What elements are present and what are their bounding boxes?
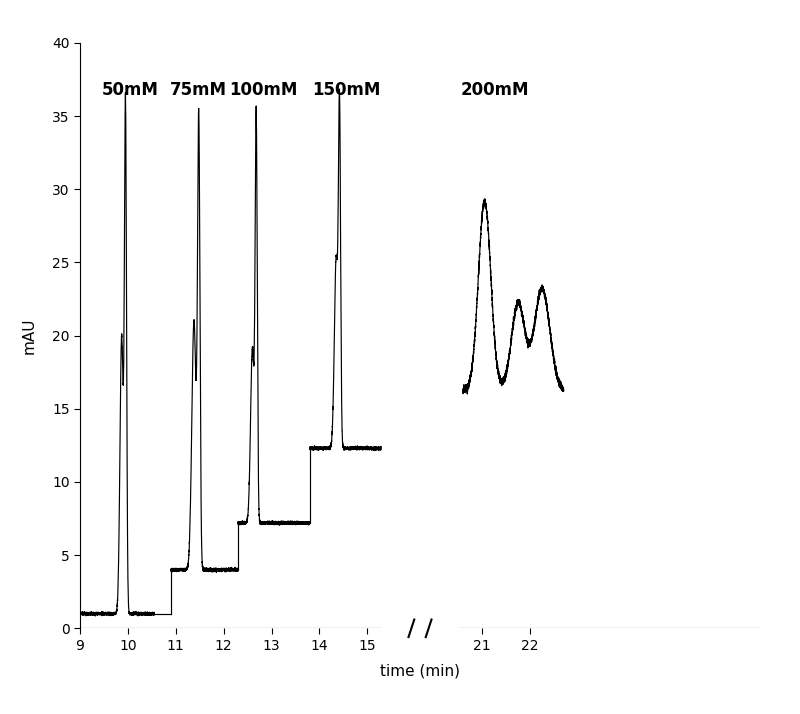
Bar [382,14,458,643]
Text: mAU: mAU [22,317,37,354]
Text: 200mM: 200mM [461,81,530,99]
X-axis label: time (min): time (min) [380,664,460,679]
Text: 100mM: 100mM [230,81,298,99]
Text: 75mM: 75mM [170,81,227,99]
Text: 150mM: 150mM [312,81,381,99]
Text: 50mM: 50mM [102,81,158,99]
